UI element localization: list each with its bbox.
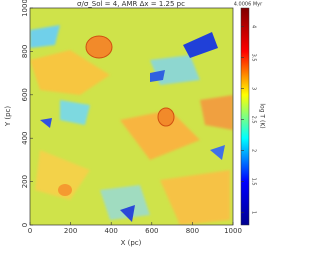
field-image [30,8,233,225]
time-label: 4.0006 Myr [234,2,263,8]
y-tick-label: 400 [21,132,29,145]
y-tick-label: 200 [21,175,29,188]
colorbar [240,7,250,226]
colorbar-tick-label: 2 [251,149,257,152]
colorbar-tick-label: 4 [251,25,257,28]
x-tick-label: 800 [186,227,199,235]
x-tick-label: 1000 [224,227,242,235]
y-tick-label: 1000 [21,0,29,17]
x-tick-label: 0 [28,227,32,235]
colorbar-tick-label: 1 [251,211,257,214]
y-axis-label: Y (pc) [4,106,12,128]
y-tick-label: 0 [21,223,29,227]
chart-title: σ/σ_Sol = 4, AMR Δx = 1.25 pc [77,0,185,8]
colorbar-tick-label: 3.5 [251,54,257,62]
colorbar-tick-label: 3 [251,87,257,90]
chart: σ/σ_Sol = 4, AMR Δx = 1.25 pc X (pc) Y (… [4,0,266,247]
x-tick-label: 400 [105,227,118,235]
colorbar-tick-label: 2.5 [251,116,257,124]
y-tick-label: 600 [21,88,29,101]
colorbar-label: log T (K) [259,103,266,128]
y-tick-label: 800 [21,45,29,58]
x-axis-label: X (pc) [121,239,142,247]
x-tick-label: 600 [145,227,158,235]
colorbar-tick-label: 1.5 [251,178,257,186]
x-tick-label: 200 [64,227,77,235]
